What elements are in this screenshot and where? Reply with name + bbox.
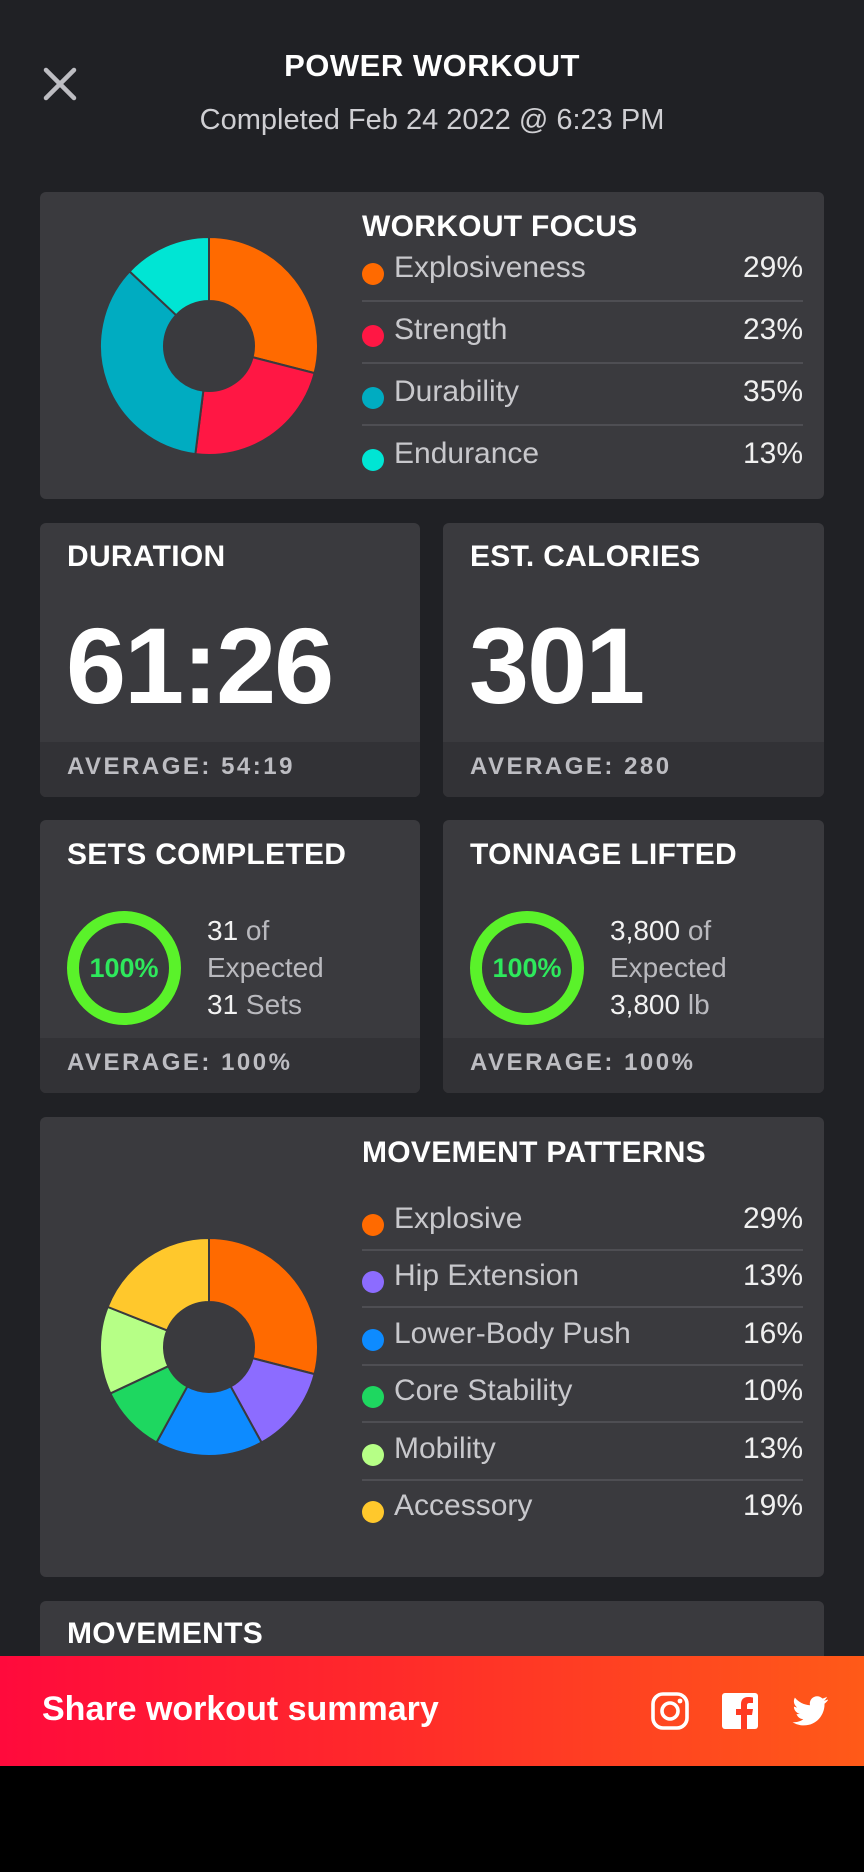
legend-label: Explosiveness bbox=[394, 251, 586, 284]
legend-color-dot bbox=[362, 1386, 384, 1409]
sets-progress-percent: 100% bbox=[89, 953, 158, 983]
legend-row: Explosive 29% bbox=[362, 1193, 803, 1251]
legend-label: Mobility bbox=[394, 1431, 496, 1465]
movements-title: MOVEMENTS bbox=[67, 1617, 264, 1650]
duration-average: AVERAGE: 54:19 bbox=[67, 753, 295, 780]
legend-percent: 23% bbox=[742, 313, 803, 346]
legend-percent: 13% bbox=[742, 1259, 803, 1293]
movement-patterns-card: MOVEMENT PATTERNS Explosive 29% Hip Extens… bbox=[40, 1117, 824, 1577]
calories-average: AVERAGE: 280 bbox=[470, 753, 672, 780]
sets-average-strip: AVERAGE: 100% bbox=[40, 1038, 420, 1093]
legend-color-dot bbox=[362, 387, 384, 409]
close-icon[interactable] bbox=[38, 62, 82, 106]
legend-label: Strength bbox=[394, 313, 508, 346]
sets-completed-card: SETS COMPLETED 100% 31 of Expected 31 Se… bbox=[40, 820, 420, 1093]
legend-row: Lower-Body Push 16% bbox=[362, 1308, 803, 1366]
sets-summary-text: 31 of Expected 31 Sets bbox=[207, 915, 324, 1020]
legend-percent: 13% bbox=[742, 437, 803, 470]
legend-label: Explosive bbox=[394, 1201, 523, 1235]
instagram-icon[interactable] bbox=[650, 1691, 690, 1731]
duration-value: 61:26 bbox=[66, 605, 334, 726]
tonnage-title: TONNAGE LIFTED bbox=[470, 838, 737, 871]
legend-color-dot bbox=[362, 263, 384, 285]
sets-expected-count: 31 bbox=[207, 989, 239, 1020]
tonnage-progress-percent: 100% bbox=[492, 953, 561, 983]
movement-patterns-donut-chart bbox=[99, 1236, 319, 1457]
legend-color-dot bbox=[362, 1271, 384, 1294]
workout-summary-screen: POWER WORKOUT Completed Feb 24 2022 @ 6:… bbox=[0, 0, 864, 1766]
calories-average-strip: AVERAGE: 280 bbox=[443, 742, 824, 797]
movement-patterns-title: MOVEMENT PATTERNS bbox=[362, 1136, 706, 1169]
legend-percent: 16% bbox=[742, 1316, 803, 1350]
calories-card: EST. CALORIES 301 AVERAGE: 280 bbox=[443, 523, 824, 797]
sets-average: AVERAGE: 100% bbox=[67, 1049, 293, 1076]
legend-color-dot bbox=[362, 449, 384, 471]
tonnage-summary-text: 3,800 of Expected 3,800 lb bbox=[610, 915, 727, 1020]
completed-timestamp: Completed Feb 24 2022 @ 6:23 PM bbox=[199, 104, 665, 136]
legend-label: Core Stability bbox=[394, 1374, 573, 1408]
legend-percent: 10% bbox=[742, 1374, 803, 1408]
legend-color-dot bbox=[362, 1213, 384, 1236]
sets-title: SETS COMPLETED bbox=[67, 838, 347, 871]
legend-row: Hip Extension 13% bbox=[362, 1251, 803, 1308]
legend-percent: 29% bbox=[742, 1201, 803, 1235]
tonnage-progress-ring: 100% bbox=[470, 911, 584, 1025]
legend-label: Durability bbox=[394, 375, 520, 408]
legend-row: Accessory 19% bbox=[362, 1481, 803, 1539]
share-bar: Share workout summary bbox=[0, 1656, 864, 1766]
legend-color-dot bbox=[362, 1501, 384, 1524]
twitter-icon[interactable] bbox=[790, 1691, 830, 1731]
sets-completed-count: 31 bbox=[207, 915, 239, 946]
tonnage-progress-arc bbox=[470, 911, 584, 1025]
legend-label: Hip Extension bbox=[394, 1259, 580, 1293]
calories-value: 301 bbox=[469, 605, 645, 726]
facebook-icon[interactable] bbox=[720, 1691, 760, 1731]
legend-percent: 13% bbox=[742, 1431, 803, 1465]
tonnage-average-strip: AVERAGE: 100% bbox=[443, 1038, 824, 1093]
legend-color-dot bbox=[362, 325, 384, 347]
legend-percent: 19% bbox=[742, 1489, 803, 1523]
legend-row: Mobility 13% bbox=[362, 1423, 803, 1481]
sets-progress-arc bbox=[67, 911, 181, 1025]
tonnage-expected-amount: 3,800 bbox=[610, 989, 681, 1020]
legend-color-dot bbox=[362, 1328, 384, 1351]
tonnage-lifted-card: TONNAGE LIFTED 100% 3,800 of Expected 3,… bbox=[443, 820, 824, 1093]
workout-focus-donut-chart bbox=[99, 235, 319, 456]
legend-label: Lower-Body Push bbox=[394, 1316, 631, 1350]
legend-row: Core Stability 10% bbox=[362, 1366, 803, 1423]
tonnage-average: AVERAGE: 100% bbox=[470, 1049, 696, 1076]
sets-progress-ring: 100% bbox=[67, 911, 181, 1025]
legend-label: Endurance bbox=[394, 437, 540, 470]
tonnage-lifted-amount: 3,800 bbox=[610, 915, 681, 946]
legend-percent: 35% bbox=[742, 375, 803, 408]
duration-title: DURATION bbox=[67, 540, 226, 573]
duration-card: DURATION 61:26 AVERAGE: 54:19 bbox=[40, 523, 420, 797]
legend-row: Strength 23% bbox=[362, 302, 803, 364]
legend-percent: 29% bbox=[742, 251, 803, 284]
legend-row: Endurance 13% bbox=[362, 426, 803, 488]
share-workout-summary-button[interactable]: Share workout summary bbox=[42, 1690, 439, 1728]
legend-label: Accessory bbox=[394, 1489, 533, 1523]
workout-focus-title: WORKOUT FOCUS bbox=[362, 210, 638, 243]
legend-row: Durability 35% bbox=[362, 364, 803, 426]
duration-average-strip: AVERAGE: 54:19 bbox=[40, 742, 420, 797]
page-title: POWER WORKOUT bbox=[284, 48, 580, 83]
workout-focus-card: WORKOUT FOCUS Explosiveness 29% Strength 23… bbox=[40, 192, 824, 499]
legend-row: Explosiveness 29% bbox=[362, 240, 803, 302]
legend-color-dot bbox=[362, 1443, 384, 1466]
calories-title: EST. CALORIES bbox=[470, 540, 701, 573]
